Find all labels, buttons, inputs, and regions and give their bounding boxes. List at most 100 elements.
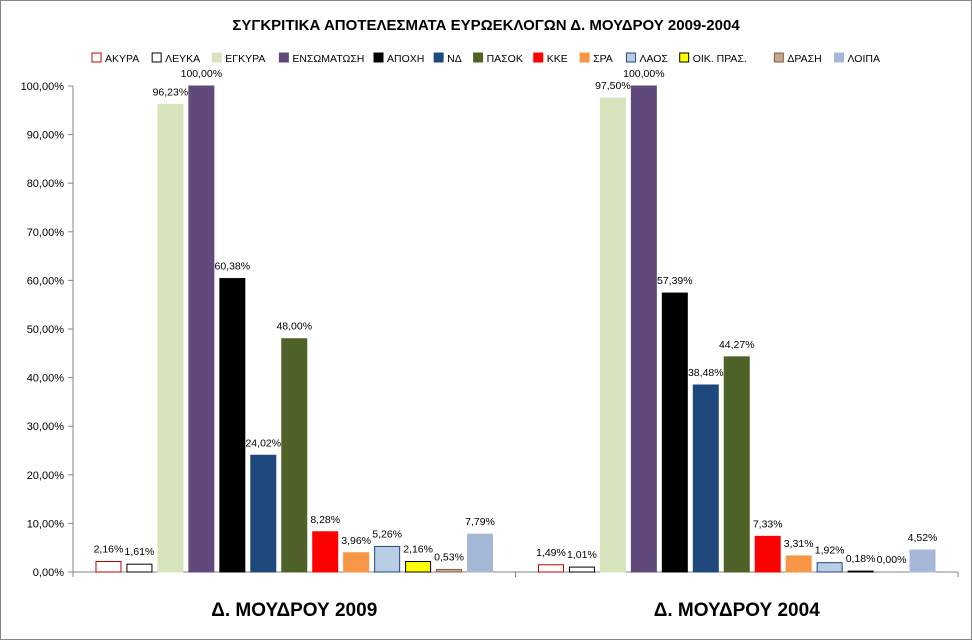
- bar: [692, 384, 719, 573]
- data-label: 3,31%: [784, 538, 814, 550]
- legend-label: ΚΚΕ: [547, 53, 568, 65]
- legend-label: ΣΡΑ: [593, 53, 613, 65]
- data-label: 44,27%: [719, 339, 755, 351]
- legend-label: ΝΔ: [447, 53, 462, 65]
- legend-swatch: [91, 52, 102, 63]
- bar: [661, 292, 688, 573]
- data-label: 60,38%: [215, 261, 251, 273]
- y-tick-label: 20,00%: [27, 470, 65, 482]
- bar: [630, 85, 657, 573]
- legend-swatch: [579, 52, 590, 63]
- data-label: 100,00%: [181, 68, 222, 80]
- legend-item: ΕΓΚΥΡΑ: [211, 52, 265, 65]
- y-tick-label: 90,00%: [27, 130, 65, 142]
- legend-label: ΔΡΑΣΗ: [787, 53, 821, 65]
- data-label: 100,00%: [623, 68, 664, 80]
- legend-swatch: [151, 52, 162, 63]
- bars: [95, 85, 936, 573]
- legend-swatch: [679, 52, 690, 63]
- bar: [405, 561, 432, 573]
- bar: [754, 535, 781, 573]
- legend-item: ΕΝΣΩΜΑΤΩΣΗ: [278, 52, 364, 65]
- y-axis: 0,00% 10,00% 20,00% 30,00% 40,00% 50,00% 60,00…: [21, 81, 74, 579]
- data-label: 3,96%: [341, 535, 371, 547]
- x-axis: [72, 571, 959, 577]
- legend-label: ΛΕΥΚΑ: [165, 53, 200, 65]
- y-tick-label: 0,00%: [33, 567, 64, 579]
- data-label: 0,53%: [434, 551, 464, 563]
- chart-title: ΣΥΓΚΡΙΤΙΚΑ ΑΠΟΤΕΛΕΣΜΑΤΑ ΕΥΡΩΕΚΛΟΓΩΝ Δ. Μ…: [232, 17, 740, 34]
- legend-item: ΠΑΣΟΚ: [473, 52, 523, 65]
- legend-swatch: [373, 52, 384, 63]
- legend-item: ΔΡΑΣΗ: [773, 52, 822, 65]
- bar: [374, 545, 401, 573]
- data-label: 2,16%: [403, 544, 433, 556]
- legend-label: ΛΟΙΠΑ: [848, 53, 880, 65]
- bar: [909, 549, 936, 573]
- bar: [95, 561, 122, 573]
- data-label: 7,79%: [465, 516, 495, 528]
- legend-label: ΠΑΣΟΚ: [487, 53, 523, 65]
- legend-swatch: [473, 52, 484, 63]
- legend-label: ΑΚΥΡΑ: [105, 53, 139, 65]
- bar: [188, 85, 215, 573]
- y-tick-label: 70,00%: [27, 227, 65, 239]
- legend-item: ΛΕΥΚΑ: [151, 52, 200, 65]
- bar: [537, 564, 564, 573]
- bar: [157, 103, 184, 573]
- data-label: 1,49%: [536, 547, 566, 559]
- y-tick-label: 80,00%: [27, 178, 65, 190]
- legend-item: ΛΑΟΣ: [625, 52, 668, 65]
- y-tick-label: 10,00%: [27, 518, 65, 530]
- legend-label: ΛΑΟΣ: [639, 53, 668, 65]
- bar: [250, 454, 277, 573]
- bar: [785, 555, 812, 573]
- legend-item: ΑΠΟΧΗ: [373, 52, 424, 65]
- legend-swatch: [773, 52, 784, 63]
- bar: [816, 562, 843, 573]
- data-label: 1,01%: [567, 549, 597, 561]
- bar: [219, 278, 246, 573]
- bar: [467, 533, 494, 573]
- data-label: 1,61%: [125, 546, 155, 558]
- category-label: Δ. ΜΟΥΔΡΟΥ 2004: [654, 600, 820, 621]
- legend-swatch: [211, 52, 222, 63]
- bar: [281, 338, 308, 573]
- bar: [723, 356, 750, 573]
- data-label: 1,92%: [815, 545, 845, 557]
- legend-swatch: [533, 52, 544, 63]
- legend-label: ΟΙΚ. ΠΡΑΣ.: [693, 53, 747, 65]
- data-label: 5,26%: [372, 528, 402, 540]
- bar: [599, 97, 626, 573]
- legend-swatch: [625, 52, 636, 63]
- category-label: Δ. ΜΟΥΔΡΟΥ 2009: [211, 600, 377, 621]
- data-label: 4,52%: [908, 532, 938, 544]
- legend-item: ΑΚΥΡΑ: [91, 52, 139, 65]
- legend-item: ΣΡΑ: [579, 52, 613, 65]
- bar-labels: 2,16% 1,61%96,23%100,00%60,38%24,02%48,00…: [94, 68, 938, 566]
- legend-item: ΚΚΕ: [533, 52, 568, 65]
- bar: [343, 552, 370, 573]
- legend-swatch: [433, 52, 444, 63]
- bar: [847, 570, 874, 573]
- legend: ΑΚΥΡΑ ΛΕΥΚΑ ΕΓΚΥΡΑ ΕΝΣΩΜΑΤΩΣΗ ΑΠΟΧΗ ΝΔ ΠΑΣΟΚ ΚΚ…: [91, 52, 880, 65]
- legend-label: ΕΓΚΥΡΑ: [225, 53, 265, 65]
- y-tick-label: 40,00%: [27, 373, 65, 385]
- data-label: 96,23%: [153, 86, 189, 98]
- legend-item: ΟΙΚ. ΠΡΑΣ.: [679, 52, 747, 65]
- y-tick-label: 30,00%: [27, 421, 65, 433]
- legend-label: ΕΝΣΩΜΑΤΩΣΗ: [292, 53, 364, 65]
- y-tick-label: 60,00%: [27, 275, 65, 287]
- bar: [436, 568, 463, 573]
- y-tick-label: 50,00%: [27, 324, 65, 336]
- data-label: 7,33%: [753, 518, 783, 530]
- data-label: 2,16%: [94, 544, 124, 556]
- data-label: 0,18%: [846, 553, 876, 565]
- data-label: 57,39%: [657, 275, 693, 287]
- data-label: 0,00%: [877, 554, 907, 566]
- y-tick-label: 100,00%: [21, 81, 65, 93]
- data-label: 8,28%: [310, 514, 340, 526]
- data-label: 24,02%: [245, 437, 281, 449]
- legend-label: ΑΠΟΧΗ: [387, 53, 424, 65]
- legend-item: ΛΟΙΠΑ: [834, 52, 880, 65]
